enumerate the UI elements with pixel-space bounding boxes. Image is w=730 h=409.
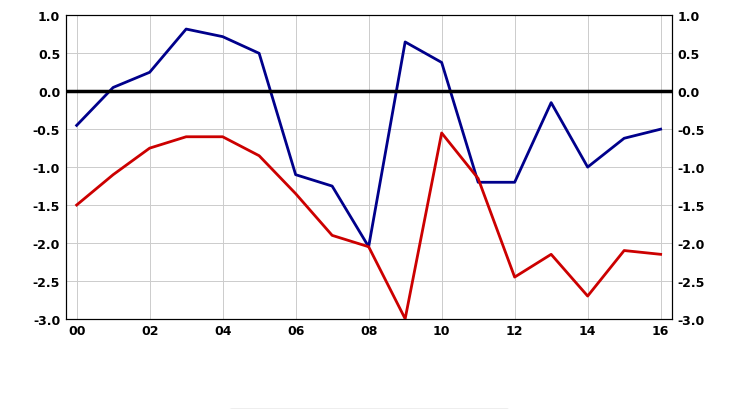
2010 base <box>255 154 264 159</box>
2010 base <box>583 294 592 299</box>
2010 base <box>218 135 227 140</box>
2014 base <box>583 165 592 170</box>
Line: 2014 base: 2014 base <box>77 30 661 247</box>
2014 base <box>291 173 300 178</box>
2014 base <box>510 180 519 185</box>
2014 base <box>656 128 665 133</box>
2010 base <box>401 317 410 321</box>
2010 base <box>72 203 81 208</box>
2014 base <box>72 124 81 128</box>
2010 base <box>328 233 337 238</box>
2010 base <box>437 131 446 136</box>
2010 base <box>182 135 191 140</box>
2010 base <box>109 173 118 178</box>
2014 base <box>364 245 373 249</box>
2010 base <box>656 252 665 257</box>
2014 base <box>547 101 556 106</box>
2010 base <box>474 177 483 182</box>
2014 base <box>182 27 191 32</box>
Line: 2010 base: 2010 base <box>77 134 661 319</box>
2014 base <box>620 137 629 142</box>
2014 base <box>218 35 227 40</box>
2014 base <box>255 52 264 56</box>
2014 base <box>328 184 337 189</box>
2010 base <box>291 192 300 197</box>
2014 base <box>401 40 410 45</box>
2014 base <box>474 180 483 185</box>
2014 base <box>109 86 118 91</box>
2010 base <box>620 248 629 253</box>
2010 base <box>364 245 373 249</box>
2010 base <box>510 275 519 280</box>
2010 base <box>547 252 556 257</box>
2014 base <box>145 71 154 76</box>
2010 base <box>145 146 154 151</box>
2014 base <box>437 61 446 66</box>
